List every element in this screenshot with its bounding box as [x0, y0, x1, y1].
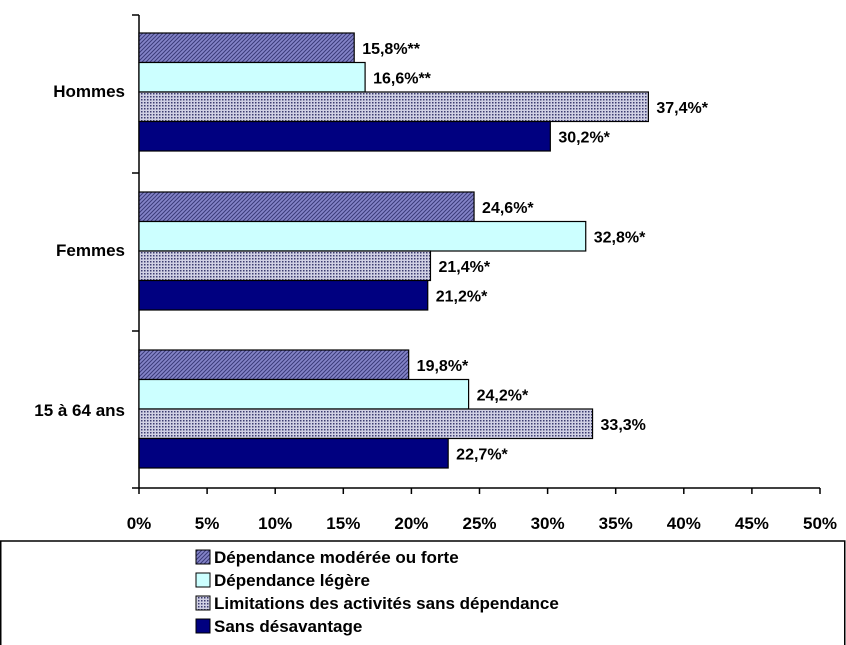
bar	[138, 91, 649, 123]
bar	[138, 279, 429, 311]
data-label: 21,4%*	[438, 259, 490, 276]
category-label: 15 à 64 ans	[34, 401, 125, 420]
data-label: 19,8%*	[417, 358, 469, 375]
legend-label: Sans désavantage	[214, 617, 362, 636]
bar	[138, 191, 475, 223]
x-tick-label: 25%	[462, 514, 496, 533]
bar	[138, 250, 432, 282]
bar	[138, 378, 470, 410]
bars	[138, 32, 649, 469]
data-label: 30,2%*	[558, 129, 610, 146]
legend-swatch	[195, 572, 211, 588]
bar	[138, 32, 355, 64]
data-label: 32,8%*	[594, 229, 646, 246]
x-tick-label: 20%	[394, 514, 428, 533]
x-tick-label: 30%	[531, 514, 565, 533]
x-tick-label: 15%	[326, 514, 360, 533]
data-label: 21,2%*	[436, 288, 488, 305]
bar	[138, 408, 594, 440]
legend-label: Dépendance légère	[214, 571, 370, 590]
data-label: 15,8%**	[362, 41, 421, 58]
legend-swatch	[195, 549, 211, 565]
legend: Dépendance modérée ou forte Dépendance lé…	[0, 540, 846, 645]
bar	[138, 61, 366, 93]
data-label: 33,3%	[601, 417, 646, 434]
legend-swatch	[195, 618, 211, 634]
data-label: 24,6%*	[482, 200, 534, 217]
x-tick-label: 35%	[599, 514, 633, 533]
bar	[138, 437, 449, 469]
legend-box	[0, 540, 846, 645]
bar	[138, 120, 551, 152]
data-label: 37,4%*	[656, 100, 708, 117]
x-tick-label: 50%	[803, 514, 837, 533]
x-tick-label: 5%	[195, 514, 220, 533]
x-tick-label: 0%	[127, 514, 152, 533]
x-tick-label: 40%	[667, 514, 701, 533]
data-label: 24,2%*	[477, 387, 529, 404]
bar	[138, 349, 410, 381]
axes: 0% 5% 10% 15% 20% 25% 30% 35% 40% 45% 50% Hommes Fem…	[34, 14, 837, 533]
x-tick-label: 10%	[258, 514, 292, 533]
category-label: Femmes	[56, 241, 125, 260]
category-label: Hommes	[53, 82, 125, 101]
data-label: 22,7%*	[456, 446, 508, 463]
bar	[138, 220, 587, 252]
legend-label: Dépendance modérée ou forte	[214, 548, 459, 567]
data-labels: 15,8%** 16,6%** 37,4%* 30,2%* 24,6%* 32,8%* 21…	[362, 41, 709, 464]
data-label: 16,6%**	[373, 70, 432, 87]
legend-label: Limitations des activités sans dépendanc…	[214, 594, 559, 613]
legend-swatch	[195, 595, 211, 611]
x-tick-label: 45%	[735, 514, 769, 533]
